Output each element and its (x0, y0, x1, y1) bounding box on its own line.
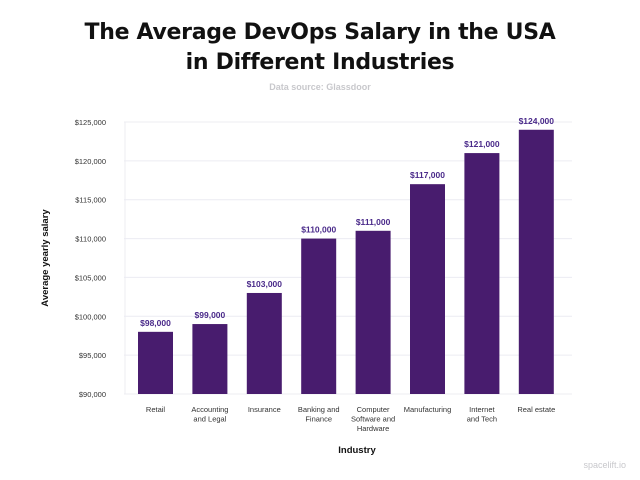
bar (138, 331, 173, 394)
y-tick-label: $90,000 (79, 390, 106, 399)
y-axis-label: Average yearly salary (40, 209, 51, 307)
x-tick-label: and Legal (193, 415, 226, 424)
chart-title-line-1: The Average DevOps Salary in the USA (84, 20, 556, 45)
data-label: $124,000 (519, 116, 555, 126)
data-label: $103,000 (247, 279, 283, 289)
y-tick-label: $115,000 (75, 196, 106, 205)
data-label: $98,000 (140, 318, 171, 328)
x-tick-label: Retail (146, 405, 166, 414)
chart-subtitle: Data source: Glassdoor (269, 82, 371, 92)
y-tick-label: $125,000 (75, 118, 106, 127)
data-label: $117,000 (410, 170, 445, 180)
y-tick-label: $110,000 (75, 235, 106, 244)
chart-title: The Average DevOps Salary in the USA in … (0, 18, 640, 78)
bar (246, 292, 282, 394)
bar (464, 153, 500, 394)
x-tick-label: Software and (351, 415, 395, 424)
x-tick-label: Manufacturing (404, 405, 452, 414)
x-tick-label: Banking and (298, 405, 340, 414)
chart-title-line-2: in Different Industries (185, 50, 455, 75)
bar (192, 324, 228, 394)
data-label: $111,000 (356, 217, 391, 227)
x-tick-label: Real estate (517, 405, 555, 414)
bar (301, 238, 337, 394)
bar (410, 184, 445, 394)
data-label: $110,000 (301, 225, 336, 235)
x-tick-label: and Tech (467, 415, 497, 424)
bar (518, 129, 554, 394)
data-label: $99,000 (195, 310, 226, 320)
x-tick-label: Accounting (191, 405, 228, 414)
bar (355, 230, 391, 394)
watermark: spacelift.io (583, 460, 626, 470)
x-tick-label: Internet (469, 405, 495, 414)
x-tick-label: Insurance (248, 405, 281, 414)
y-tick-label: $100,000 (75, 312, 106, 321)
data-label: $121,000 (464, 139, 500, 149)
y-tick-label: $105,000 (75, 273, 106, 282)
x-axis-label: Industry (338, 445, 376, 456)
x-tick-label: Computer (357, 405, 390, 414)
x-tick-label: Hardware (357, 424, 390, 433)
y-tick-label: $120,000 (75, 157, 106, 166)
x-tick-label: Finance (305, 415, 332, 424)
y-tick-label: $95,000 (79, 351, 106, 360)
